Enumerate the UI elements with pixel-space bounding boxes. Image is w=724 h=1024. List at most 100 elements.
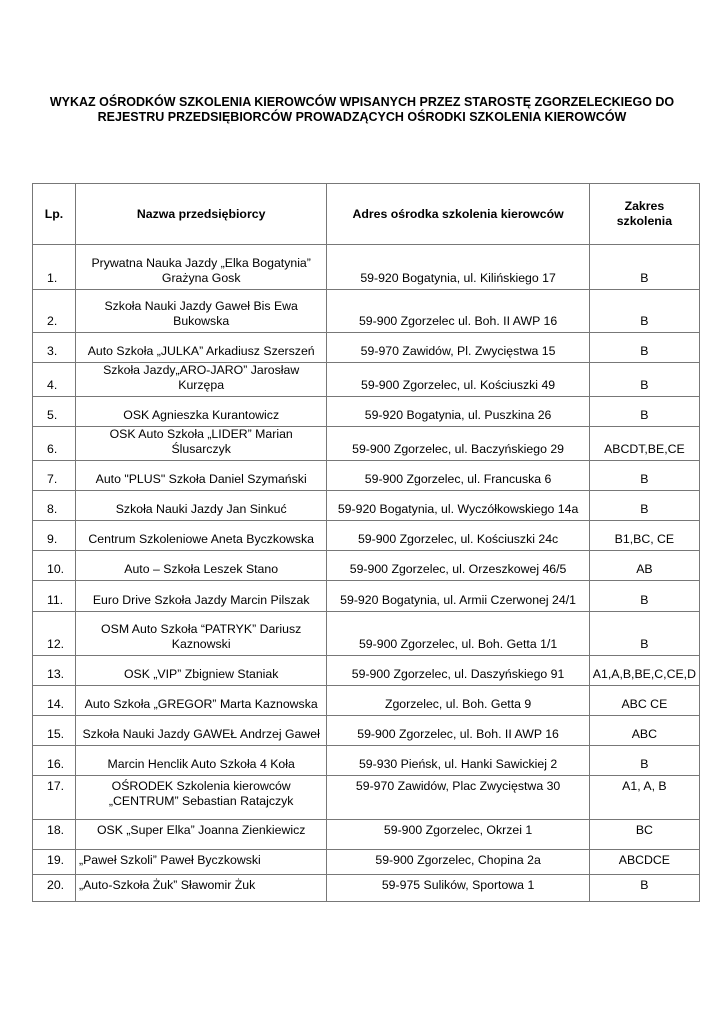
row-lp: 10. bbox=[32, 550, 76, 581]
row-scope: AB bbox=[588, 550, 701, 581]
row-lp: 14. bbox=[32, 685, 76, 716]
row-address: 59-900 Zgorzelec, Chopina 2a bbox=[326, 849, 590, 875]
row-name: Auto Szkoła „GREGOR” Marta Kaznowska bbox=[74, 685, 328, 716]
row-name: Auto Szkoła „JULKA” Arkadiusz Szerszeń bbox=[74, 332, 328, 363]
row-lp: 5. bbox=[32, 396, 76, 427]
row-address: 59-900 Zgorzelec, ul. Daszyńskiego 91 bbox=[326, 655, 590, 686]
row-name: Auto – Szkoła Leszek Stano bbox=[74, 550, 328, 581]
row-scope: B bbox=[588, 244, 701, 290]
row-address: 59-900 Zgorzelec, ul. Boh. II AWP 16 bbox=[326, 715, 590, 746]
row-address: 59-970 Zawidów, Pl. Zwycięstwa 15 bbox=[326, 332, 590, 363]
row-lp: 11. bbox=[32, 580, 76, 612]
row-name: OSK Auto Szkoła „LIDER” Marian Ślusarczy… bbox=[74, 426, 328, 461]
row-name: Centrum Szkoleniowe Aneta Byczkowska bbox=[74, 520, 328, 551]
row-name: Marcin Henclik Auto Szkoła 4 Koła bbox=[74, 745, 328, 776]
row-scope: B bbox=[588, 396, 701, 427]
table-row: 9. Centrum Szkoleniowe Aneta Byczkowska 59… bbox=[32, 520, 701, 551]
row-lp: 8. bbox=[32, 490, 76, 521]
table-row: 20. „Auto-Szkoła Żuk” Sławomir Żuk 59-975 … bbox=[32, 874, 701, 902]
table-row: 7. Auto "PLUS" Szkoła Daniel Szymański 59-… bbox=[32, 460, 701, 491]
table-row: 17. OŚRODEK Szkolenia kierowców „CENTRUM”… bbox=[32, 775, 701, 820]
driving-schools-table: Lp. Nazwa przedsiębiorcy Adres ośrodka s… bbox=[32, 183, 701, 902]
row-scope: B bbox=[588, 332, 701, 363]
row-lp: 7. bbox=[32, 460, 76, 491]
row-name: Szkoła Nauki Jazdy Jan Sinkuć bbox=[74, 490, 328, 521]
table-row: 14. Auto Szkoła „GREGOR” Marta Kaznowska Z… bbox=[32, 685, 701, 716]
table-row: 19. „Paweł Szkoli” Paweł Byczkowski 59-900… bbox=[32, 849, 701, 875]
table-row: 16. Marcin Henclik Auto Szkoła 4 Koła 59-9… bbox=[32, 745, 701, 776]
row-address: 59-920 Bogatynia, ul. Wyczółkowskiego 14… bbox=[326, 490, 590, 521]
table-row: 13. OSK „VIP” Zbigniew Staniak 59-900 Zgor… bbox=[32, 655, 701, 686]
row-scope: B bbox=[588, 289, 701, 333]
row-address: Zgorzelec, ul. Boh. Getta 9 bbox=[326, 685, 590, 716]
row-lp: 18. bbox=[32, 819, 76, 850]
row-address: 59-900 Zgorzelec, ul. Boh. Getta 1/1 bbox=[326, 611, 590, 656]
row-lp: 12. bbox=[32, 611, 76, 656]
row-scope: B bbox=[588, 745, 701, 776]
row-scope: ABC bbox=[588, 715, 701, 746]
row-name: Auto "PLUS" Szkoła Daniel Szymański bbox=[74, 460, 328, 491]
table-row: 3. Auto Szkoła „JULKA” Arkadiusz Szerszeń… bbox=[32, 332, 701, 363]
table-row: 4. Szkoła Jazdy„ARO-JARO” Jarosław Kurzęp… bbox=[32, 362, 701, 397]
document-title: WYKAZ OŚRODKÓW SZKOLENIA KIEROWCÓW WPISA… bbox=[49, 95, 675, 124]
row-name: Szkoła Jazdy„ARO-JARO” Jarosław Kurzępa bbox=[74, 362, 328, 397]
table-row: 18. OSK „Super Elka” Joanna Zienkiewicz 59… bbox=[32, 819, 701, 850]
row-lp: 9. bbox=[32, 520, 76, 551]
row-address: 59-900 Zgorzelec, ul. Francuska 6 bbox=[326, 460, 590, 491]
table-row: 10. Auto – Szkoła Leszek Stano 59-900 Zgor… bbox=[32, 550, 701, 581]
row-scope: B bbox=[588, 362, 701, 397]
header-lp: Lp. bbox=[32, 183, 76, 245]
row-address: 59-900 Zgorzelec, ul. Orzeszkowej 46/5 bbox=[326, 550, 590, 581]
row-lp: 2. bbox=[32, 289, 76, 333]
row-scope: B bbox=[588, 611, 701, 656]
table-row: 1. Prywatna Nauka Jazdy „Elka Bogatynia” … bbox=[32, 244, 701, 290]
row-address: 59-900 Zgorzelec ul. Boh. II AWP 16 bbox=[326, 289, 590, 333]
row-name: OSK Agnieszka Kurantowicz bbox=[74, 396, 328, 427]
header-name: Nazwa przedsiębiorcy bbox=[74, 183, 328, 245]
row-address: 59-920 Bogatynia, ul. Armii Czerwonej 24… bbox=[326, 580, 590, 612]
table-row: 12. OSM Auto Szkoła “PATRYK” Dariusz Kazn… bbox=[32, 611, 701, 656]
row-address: 59-975 Sulików, Sportowa 1 bbox=[326, 874, 590, 902]
row-name: Szkoła Nauki Jazdy GAWEŁ Andrzej Gaweł bbox=[74, 715, 328, 746]
table-row: 2. Szkoła Nauki Jazdy Gaweł Bis Ewa Bukow… bbox=[32, 289, 701, 333]
row-lp: 4. bbox=[32, 362, 76, 397]
row-lp: 13. bbox=[32, 655, 76, 686]
row-address: 59-920 Bogatynia, ul. Puszkina 26 bbox=[326, 396, 590, 427]
row-lp: 1. bbox=[32, 244, 76, 290]
row-scope: ABCDT,BE,CE bbox=[588, 426, 701, 461]
row-name: OSM Auto Szkoła “PATRYK” Dariusz Kaznows… bbox=[74, 611, 328, 656]
row-name: Euro Drive Szkoła Jazdy Marcin Pilszak bbox=[74, 580, 328, 612]
row-address: 59-900 Zgorzelec, Okrzei 1 bbox=[326, 819, 590, 850]
row-scope: B bbox=[588, 460, 701, 491]
row-lp: 19. bbox=[32, 849, 76, 875]
row-address: 59-930 Pieńsk, ul. Hanki Sawickiej 2 bbox=[326, 745, 590, 776]
row-address: 59-970 Zawidów, Plac Zwycięstwa 30 bbox=[326, 775, 590, 820]
row-address: 59-900 Zgorzelec, ul. Kościuszki 49 bbox=[326, 362, 590, 397]
table-header-row: Lp. Nazwa przedsiębiorcy Adres ośrodka s… bbox=[32, 183, 701, 245]
header-address: Adres ośrodka szkolenia kierowców bbox=[326, 183, 590, 245]
row-scope: BC bbox=[588, 819, 701, 850]
row-lp: 17. bbox=[32, 775, 76, 820]
row-scope: A1,A,B,BE,C,CE,D bbox=[588, 655, 701, 686]
row-name: OSK „Super Elka” Joanna Zienkiewicz bbox=[74, 819, 328, 850]
row-name: Szkoła Nauki Jazdy Gaweł Bis Ewa Bukowsk… bbox=[74, 289, 328, 333]
table-row: 15. Szkoła Nauki Jazdy GAWEŁ Andrzej Gawe… bbox=[32, 715, 701, 746]
row-lp: 16. bbox=[32, 745, 76, 776]
row-lp: 20. bbox=[32, 874, 76, 902]
table-row: 5. OSK Agnieszka Kurantowicz 59-920 Bogaty… bbox=[32, 396, 701, 427]
row-scope: B bbox=[588, 874, 701, 902]
row-scope: B bbox=[588, 490, 701, 521]
row-lp: 6. bbox=[32, 426, 76, 461]
row-address: 59-900 Zgorzelec, ul. Kościuszki 24c bbox=[326, 520, 590, 551]
row-scope: A1, A, B bbox=[588, 775, 701, 820]
row-name: OSK „VIP” Zbigniew Staniak bbox=[74, 655, 328, 686]
row-scope: B bbox=[588, 580, 701, 612]
row-lp: 15. bbox=[32, 715, 76, 746]
row-name: Prywatna Nauka Jazdy „Elka Bogatynia” Gr… bbox=[74, 244, 328, 290]
row-name: „Auto-Szkoła Żuk” Sławomir Żuk bbox=[74, 874, 328, 902]
header-scope: Zakres szkolenia bbox=[588, 183, 701, 245]
row-lp: 3. bbox=[32, 332, 76, 363]
row-scope: ABCDCE bbox=[588, 849, 701, 875]
row-address: 59-920 Bogatynia, ul. Kilińskiego 17 bbox=[326, 244, 590, 290]
row-scope: ABC CE bbox=[588, 685, 701, 716]
